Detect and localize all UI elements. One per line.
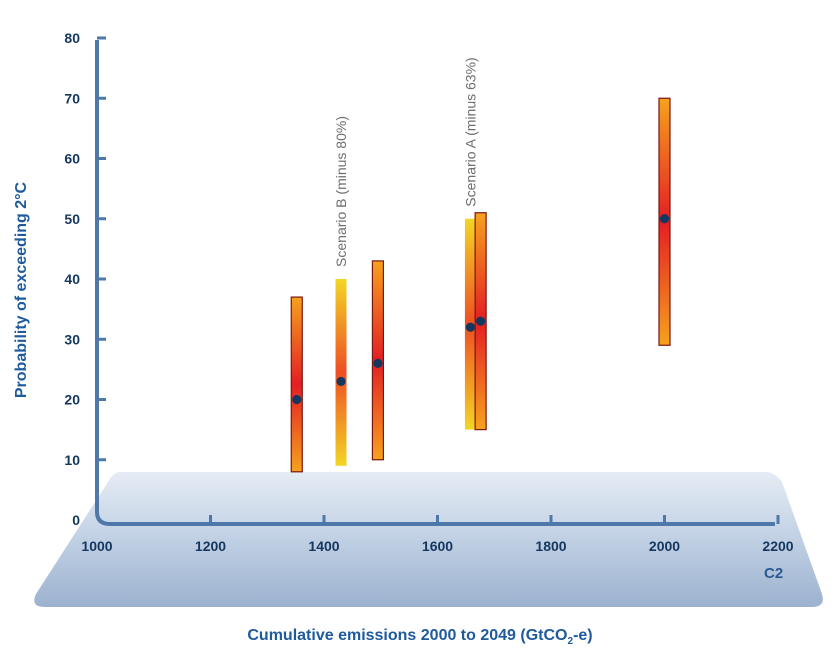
c2-logo-icon: C2 <box>764 565 783 582</box>
y-axis-ticks: 0 10 20 30 40 50 60 70 80 <box>64 30 106 528</box>
central-estimate-point <box>466 323 475 332</box>
range-bar <box>291 297 302 472</box>
y-tick-label: 60 <box>64 151 80 167</box>
y-tick-label: 40 <box>64 271 80 287</box>
x-tick-label: 2200 <box>762 538 793 554</box>
y-tick-label: 80 <box>64 30 80 46</box>
x-tick-label: 1800 <box>535 538 566 554</box>
range-bar <box>336 279 347 466</box>
x-tick-label: 1600 <box>422 538 453 554</box>
annotations: Scenario B (minus 80%) Scenario A (minus … <box>333 57 478 267</box>
x-tick-label: 1200 <box>195 538 226 554</box>
x-axis-title: Cumulative emissions 2000 to 2049 (GtCO2… <box>247 627 592 647</box>
central-estimate-point <box>292 395 301 404</box>
y-tick-label: 30 <box>64 331 80 347</box>
y-tick-label: 20 <box>64 392 80 408</box>
y-tick-label: 50 <box>64 211 80 227</box>
central-estimate-point <box>336 377 345 386</box>
svg-text:C2: C2 <box>764 565 783 582</box>
y-tick-label: 10 <box>64 452 80 468</box>
central-estimate-point <box>660 214 669 223</box>
x-tick-label: 2000 <box>649 538 680 554</box>
scenario-annotation: Scenario B (minus 80%) <box>333 116 349 267</box>
x-tick-label: 1400 <box>308 538 339 554</box>
y-axis-line <box>97 40 775 524</box>
y-axis-title: Probability of exceeding 2°C <box>13 181 30 398</box>
central-estimate-point <box>476 317 485 326</box>
scenario-annotation: Scenario A (minus 63%) <box>462 57 478 206</box>
y-tick-label: 70 <box>64 90 80 106</box>
x-tick-label: 1000 <box>81 538 112 554</box>
y-tick-label: 0 <box>72 512 80 528</box>
central-estimate-point <box>373 359 382 368</box>
